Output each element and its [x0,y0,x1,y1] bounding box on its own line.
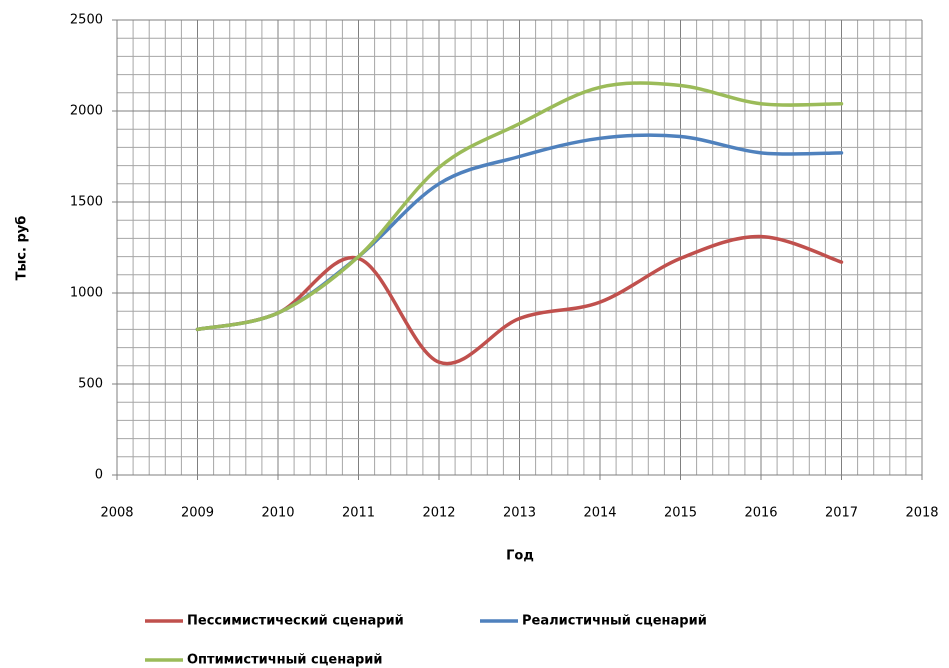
y-tick-label: 1500 [70,195,103,210]
x-axis-title: Год [506,549,534,564]
x-tick-label: 2015 [664,506,697,521]
y-tick-label: 500 [78,377,103,392]
y-tick-label: 1000 [70,286,103,301]
x-tick-label: 2017 [825,506,858,521]
x-tick-label: 2009 [181,506,214,521]
y-tick-label: 0 [95,468,103,483]
x-tick-label: 2016 [744,506,777,521]
x-tick-label: 2014 [583,506,616,521]
x-tick-label: 2013 [503,506,536,521]
legend-label: Оптимистичный сценарий [187,653,383,668]
x-tick-label: 2012 [422,506,455,521]
y-axis-title: Тыс. руб [15,216,30,281]
legend-label: Пессимистический сценарий [187,614,404,629]
legend-label: Реалистичный сценарий [522,614,707,629]
y-tick-label: 2000 [70,104,103,119]
x-tick-label: 2018 [905,506,938,521]
x-tick-label: 2008 [100,506,133,521]
x-tick-label: 2010 [261,506,294,521]
y-tick-label: 2500 [70,13,103,28]
series-line [195,81,844,332]
x-tick-label: 2011 [342,506,375,521]
series-line [195,234,844,366]
